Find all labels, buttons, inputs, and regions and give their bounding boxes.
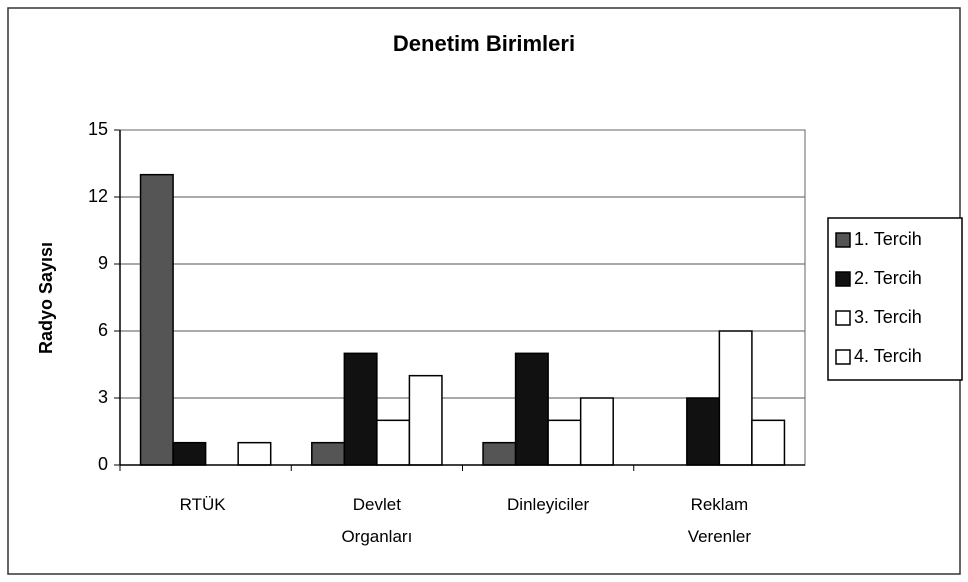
- legend-label: 3. Tercih: [854, 307, 922, 327]
- legend-label: 2. Tercih: [854, 268, 922, 288]
- x-tick-label: Reklam Verenler: [687, 495, 752, 546]
- bar: [718, 330, 753, 466]
- bar: [237, 441, 272, 466]
- legend-swatch: [835, 349, 851, 365]
- y-tick-label: 6: [98, 320, 108, 340]
- bar: [343, 352, 378, 466]
- y-tick-label: 12: [88, 186, 108, 206]
- bar: [376, 419, 411, 466]
- bar: [311, 441, 346, 466]
- bar: [547, 419, 582, 466]
- x-tick-label: RTÜK: [179, 495, 226, 514]
- x-tick-label: Devlet Organları: [341, 495, 413, 546]
- y-tick-label: 3: [98, 387, 108, 407]
- x-tick-label: Dinleyiciler: [507, 495, 590, 514]
- y-tick-label: 0: [98, 454, 108, 474]
- bar: [514, 352, 549, 466]
- legend-label: 1. Tercih: [854, 229, 922, 249]
- legend-swatch: [835, 271, 851, 287]
- y-axis-label: Radyo Sayısı: [36, 242, 56, 354]
- legend-label: 4. Tercih: [854, 346, 922, 366]
- y-tick-label: 15: [88, 119, 108, 139]
- legend-swatch: [835, 310, 851, 326]
- bar: [751, 419, 786, 466]
- chart-title: Denetim Birimleri: [393, 31, 575, 56]
- y-tick-label: 9: [98, 253, 108, 273]
- bar: [408, 374, 443, 466]
- legend-swatch: [835, 232, 851, 248]
- bar: [482, 441, 517, 466]
- bar: [139, 173, 174, 466]
- bar: [579, 397, 614, 466]
- bar: [686, 397, 721, 466]
- bar: [172, 441, 207, 466]
